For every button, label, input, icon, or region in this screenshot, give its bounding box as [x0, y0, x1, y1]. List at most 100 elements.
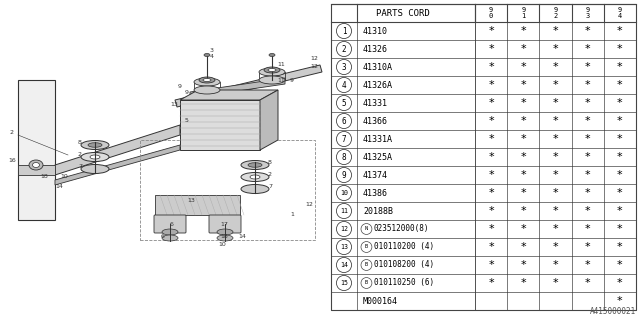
Text: 9
0: 9 0	[489, 7, 493, 19]
Text: 6: 6	[161, 234, 165, 238]
Text: *: *	[617, 188, 623, 198]
Ellipse shape	[250, 175, 260, 179]
Text: 14: 14	[340, 262, 348, 268]
Text: *: *	[488, 152, 494, 162]
Text: 8: 8	[342, 153, 346, 162]
Text: 6: 6	[170, 221, 174, 227]
Text: 10: 10	[340, 190, 348, 196]
Text: A415000021: A415000021	[589, 307, 636, 316]
Ellipse shape	[217, 235, 233, 241]
Ellipse shape	[194, 86, 220, 94]
Circle shape	[337, 113, 351, 129]
Text: *: *	[617, 242, 623, 252]
Text: *: *	[520, 188, 526, 198]
Text: 12: 12	[340, 226, 348, 232]
Ellipse shape	[269, 53, 275, 57]
Text: *: *	[553, 188, 558, 198]
Text: M000164: M000164	[363, 297, 398, 306]
Text: 41326A: 41326A	[363, 81, 393, 90]
Polygon shape	[155, 195, 240, 215]
Circle shape	[337, 204, 351, 219]
Text: 12: 12	[305, 203, 313, 207]
Text: 1: 1	[342, 27, 346, 36]
Circle shape	[337, 41, 351, 57]
Text: *: *	[585, 206, 591, 216]
Text: *: *	[520, 260, 526, 270]
Text: B: B	[365, 281, 368, 285]
Text: *: *	[488, 134, 494, 144]
Text: 8: 8	[268, 159, 272, 164]
Circle shape	[337, 132, 351, 147]
Text: *: *	[617, 170, 623, 180]
Polygon shape	[55, 125, 180, 175]
Ellipse shape	[33, 163, 40, 167]
Text: 010110250 (6): 010110250 (6)	[374, 278, 434, 287]
Circle shape	[337, 77, 351, 92]
Text: *: *	[585, 134, 591, 144]
Ellipse shape	[88, 143, 102, 147]
Text: 9
4: 9 4	[618, 7, 622, 19]
Polygon shape	[18, 165, 55, 175]
Text: *: *	[617, 152, 623, 162]
Text: *: *	[488, 62, 494, 72]
Text: *: *	[520, 152, 526, 162]
Text: *: *	[553, 152, 558, 162]
Text: 20188B: 20188B	[363, 206, 393, 215]
Text: *: *	[585, 170, 591, 180]
Text: *: *	[553, 260, 558, 270]
Ellipse shape	[217, 229, 233, 235]
Text: 3: 3	[210, 47, 214, 52]
Text: 10: 10	[218, 242, 226, 246]
Text: *: *	[585, 80, 591, 90]
Text: 13: 13	[170, 102, 178, 108]
Text: 2: 2	[342, 44, 346, 53]
FancyBboxPatch shape	[154, 215, 186, 233]
Ellipse shape	[204, 53, 210, 57]
Text: *: *	[553, 98, 558, 108]
Text: *: *	[488, 206, 494, 216]
Text: 10: 10	[60, 174, 68, 180]
Ellipse shape	[259, 76, 285, 84]
Text: 12: 12	[310, 63, 318, 68]
Ellipse shape	[248, 163, 262, 167]
Circle shape	[337, 60, 351, 75]
Circle shape	[337, 221, 351, 236]
Text: *: *	[520, 116, 526, 126]
Text: *: *	[488, 26, 494, 36]
Polygon shape	[180, 125, 260, 135]
Circle shape	[361, 224, 372, 235]
Polygon shape	[18, 80, 55, 220]
Circle shape	[337, 149, 351, 164]
Text: 1: 1	[290, 212, 294, 218]
Text: 6: 6	[342, 116, 346, 125]
Text: 12: 12	[310, 55, 318, 60]
Text: N: N	[365, 227, 368, 231]
Text: 15: 15	[340, 280, 348, 286]
Circle shape	[361, 277, 372, 288]
Text: 41310A: 41310A	[363, 62, 393, 71]
Text: *: *	[488, 242, 494, 252]
Text: 9
3: 9 3	[586, 7, 590, 19]
Text: *: *	[488, 170, 494, 180]
Text: *: *	[553, 62, 558, 72]
Text: 7: 7	[78, 164, 82, 170]
Text: *: *	[585, 260, 591, 270]
Text: *: *	[617, 44, 623, 54]
Text: 41386: 41386	[363, 188, 388, 197]
Text: 11: 11	[277, 62, 285, 68]
Text: *: *	[617, 98, 623, 108]
Text: *: *	[520, 26, 526, 36]
Text: *: *	[553, 206, 558, 216]
Text: *: *	[585, 242, 591, 252]
Text: *: *	[585, 116, 591, 126]
Text: 17: 17	[220, 222, 228, 228]
Text: 41326: 41326	[363, 44, 388, 53]
Text: *: *	[520, 80, 526, 90]
Text: *: *	[617, 62, 623, 72]
Text: 5: 5	[184, 117, 188, 123]
Ellipse shape	[81, 164, 109, 173]
Text: 9
1: 9 1	[521, 7, 525, 19]
Text: 41310: 41310	[363, 27, 388, 36]
Ellipse shape	[259, 68, 285, 76]
Text: 3: 3	[342, 62, 346, 71]
